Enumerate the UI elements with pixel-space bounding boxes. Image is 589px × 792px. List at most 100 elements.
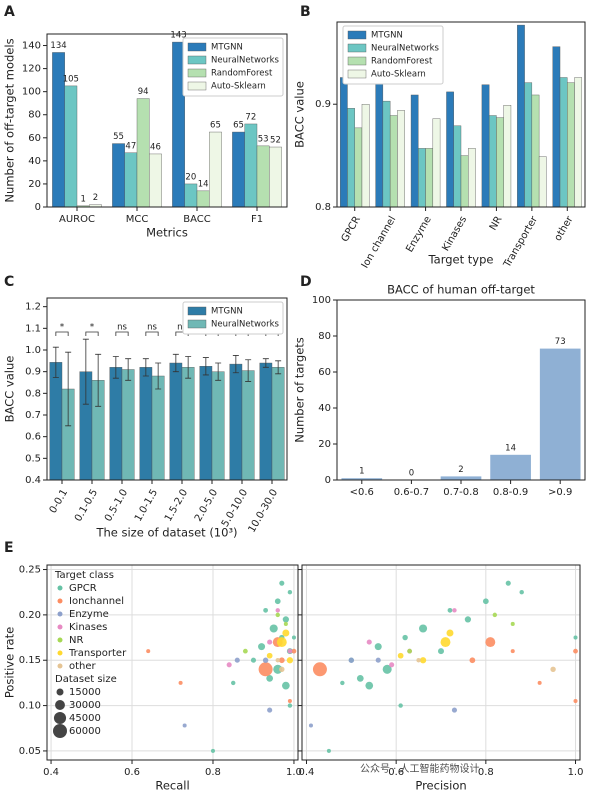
size-legend-marker [56, 688, 64, 696]
bar [209, 131, 222, 208]
y-axis-label: Positive rate [3, 627, 17, 698]
x-tick-label: 0.4 [299, 767, 315, 778]
legend-label: NeuralNetworks [211, 320, 280, 330]
point [447, 607, 453, 613]
legend-label: Enzyme [69, 609, 109, 620]
point [267, 707, 273, 713]
point [573, 635, 578, 640]
y-tick-label: 100 [312, 295, 331, 306]
y-tick-label: 0.15 [19, 655, 41, 666]
y-tick-label: 120 [22, 64, 41, 75]
bar [389, 115, 398, 208]
significance-label: * [90, 323, 94, 333]
data-label: 20 [185, 172, 196, 182]
point [365, 681, 374, 690]
bar [446, 91, 454, 208]
point [275, 608, 280, 613]
bar [196, 190, 210, 208]
point [258, 643, 266, 651]
point [375, 657, 381, 663]
x-tick-label: 5.0-10.0 [220, 488, 250, 530]
data-label: 1 [80, 194, 85, 204]
x-tick-label: 0.1-0.5 [73, 488, 100, 524]
legend-swatch [187, 55, 207, 65]
legend-label: MTGNN [371, 31, 403, 41]
bar [49, 362, 63, 481]
point [269, 624, 278, 633]
x-tick-label: 1.0-1.5 [133, 488, 160, 524]
legend-label: MTGNN [211, 307, 243, 317]
legend-label: Transporter [68, 648, 127, 659]
point [266, 652, 273, 659]
x-tick-label: 0.6 [388, 767, 404, 778]
point [326, 748, 331, 753]
legend-marker [57, 585, 63, 591]
legend-marker [57, 611, 63, 617]
point [275, 612, 280, 618]
point [356, 674, 364, 682]
point [276, 637, 287, 648]
data-label: 105 [63, 74, 79, 84]
y-tick-label: 100 [22, 87, 41, 98]
point [397, 652, 404, 659]
bar [169, 362, 183, 481]
significance-label: ns [147, 323, 157, 333]
y-axis-label: BACC value [3, 356, 17, 423]
bar [496, 117, 504, 208]
bar [559, 77, 568, 208]
x-tick-label: 0.8 [205, 767, 221, 778]
size-legend-marker [55, 700, 65, 710]
x-tick-label: 0.5-1.0 [103, 488, 130, 524]
point [482, 598, 489, 605]
data-label: 52 [270, 136, 281, 146]
bar [271, 367, 285, 481]
y-tick-label: 80 [318, 331, 331, 342]
legend-marker [57, 663, 63, 669]
bar [524, 82, 533, 208]
legend-marker [57, 624, 63, 630]
y-tick-label: 0 [325, 475, 331, 486]
error-bar [82, 338, 89, 405]
bar [410, 94, 419, 208]
error-bar [65, 351, 72, 427]
legend-swatch [187, 319, 207, 329]
axes-frame [46, 564, 299, 761]
error-bar [245, 359, 252, 382]
legend-marker [57, 650, 63, 656]
x-tick-label: Transporter [501, 214, 540, 271]
error-bar [125, 358, 132, 381]
point [407, 648, 413, 654]
bar [341, 478, 383, 480]
point [267, 639, 273, 645]
bar [425, 148, 434, 208]
y-tick-label: 20 [318, 439, 331, 450]
bar [109, 367, 123, 481]
legend-label: 60000 [69, 726, 101, 737]
bar [269, 146, 282, 208]
point [287, 648, 293, 654]
error-bar [142, 358, 149, 377]
legend-label: 45000 [69, 713, 101, 724]
y-tick-label: 40 [28, 156, 41, 167]
error-bar [172, 353, 179, 373]
point [419, 657, 427, 664]
legend-label: Auto-Sklearn [371, 70, 426, 80]
legend-label: Ionchannel [69, 596, 124, 607]
x-tick-label: 0-0.1 [48, 488, 70, 516]
point [273, 664, 283, 674]
point [464, 616, 472, 623]
y-tick-label: 0.20 [19, 610, 41, 621]
point [438, 648, 444, 655]
point [234, 657, 240, 663]
point [287, 589, 293, 595]
point [258, 662, 273, 677]
error-bar [215, 362, 222, 381]
legend-label: GPCR [69, 583, 97, 594]
bar [382, 100, 391, 208]
significance-bracket [145, 331, 159, 336]
x-tick-label: 0.6-0.7 [394, 487, 429, 498]
panel-label: B [300, 4, 311, 20]
x-tick-label: NR [488, 214, 505, 232]
bar [375, 74, 384, 208]
point [419, 624, 428, 633]
